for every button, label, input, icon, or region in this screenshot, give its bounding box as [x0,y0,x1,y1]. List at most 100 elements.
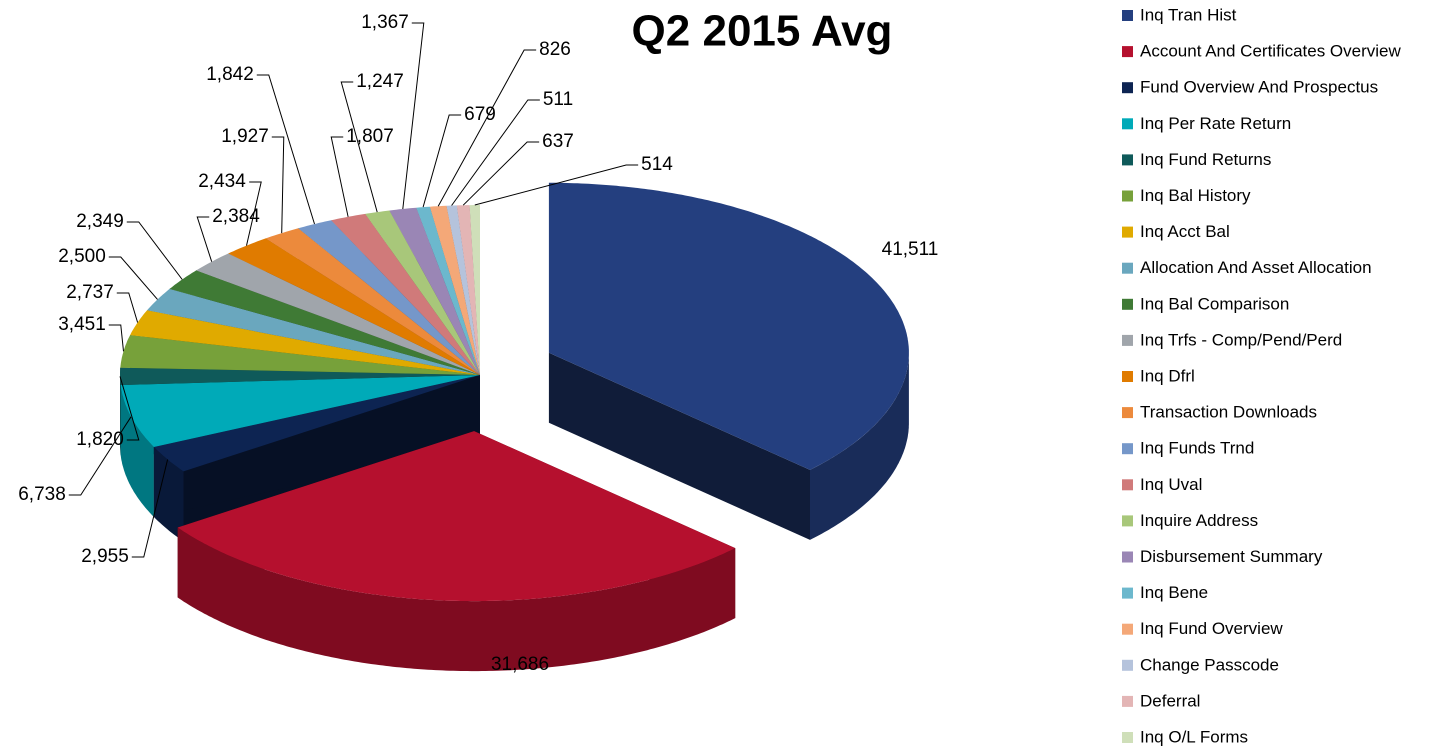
slice [389,207,480,375]
legend-label: Inq Per Rate Return [1140,114,1291,133]
data-label: 1,367 [361,12,409,33]
leader-line [131,459,169,558]
legend-label: Disbursement Summary [1140,547,1323,566]
slice [120,335,481,375]
legend-label: Fund Overview And Prospectus [1140,78,1378,97]
slice [196,253,480,375]
data-label: 41,511 [882,239,939,260]
data-label: 2,500 [58,246,106,267]
data-label: 1,807 [346,126,394,147]
legend-label: Inq Bene [1140,583,1208,602]
legend-swatch [1122,226,1133,238]
chart-title: Q2 2015 Avg [632,7,893,56]
leader-line [474,164,639,206]
legend-label: Inq Bal Comparison [1140,294,1289,313]
legend-swatch [1122,732,1133,743]
legend-label: Deferral [1140,691,1200,710]
slice-wall [120,385,154,517]
legend-swatch [1122,371,1133,382]
slice [177,431,736,602]
data-label: 637 [542,131,574,152]
legend-label: Inq Funds Trnd [1140,439,1254,458]
slice [548,182,909,470]
legend-label: Inq O/L Forms [1140,727,1248,746]
slice [456,205,480,375]
leader-line [119,376,140,441]
data-label: 1,842 [206,64,254,85]
data-label: 1,820 [76,429,124,450]
legend-swatch [1122,659,1133,671]
legend-swatch [1122,443,1133,455]
legend-label: Allocation And Asset Allocation [1140,258,1372,277]
leader-line [116,292,139,323]
slice [153,375,480,472]
legend-swatch [1122,695,1133,707]
slice [169,270,480,375]
legend-swatch [1122,262,1133,274]
slice-side [548,352,810,540]
legend-label: Transaction Downloads [1140,403,1317,422]
legend-label: Inq Fund Overview [1140,619,1283,638]
data-label: 2,434 [198,171,246,192]
slice [446,205,480,375]
legend-label: Change Passcode [1140,655,1279,674]
data-label: 2,737 [66,282,114,303]
slice [469,205,480,375]
legend-swatch [1122,190,1133,202]
legend-label: Inquire Address [1140,511,1258,530]
legend-label: Inq Acct Bal [1140,222,1230,241]
legend-swatch [1122,407,1133,419]
leader-line [108,324,124,352]
leader-line [246,181,262,246]
slice [331,213,480,375]
legend-swatch [1122,479,1133,491]
data-label: 1,247 [356,71,404,92]
data-label: 6,738 [18,484,66,505]
legend-label: Inq Trfs - Comp/Pend/Perd [1140,330,1342,349]
legend-label: Inq Uval [1140,475,1202,494]
leader-line [108,256,158,300]
slice-wall [810,352,909,540]
legend-swatch [1122,118,1133,130]
leader-line [462,141,540,206]
data-label: 514 [641,154,673,175]
slice [120,375,480,447]
legend-label: Inq Tran Hist [1140,5,1237,24]
leader-line [126,221,183,280]
legend-swatch [1122,154,1133,166]
slice [416,206,480,375]
legend-swatch [1122,334,1133,346]
legend-swatch [1122,46,1133,58]
legend-label: Account And Certificates Overview [1140,42,1402,61]
legend-swatch [1122,515,1133,527]
slice-wall [177,527,736,672]
leader-line [68,416,132,496]
leader-line [271,136,285,234]
slice [298,220,480,375]
leader-line [256,74,315,225]
data-label: 826 [539,39,571,60]
legend-label: Inq Dfrl [1140,366,1195,385]
legend-swatch [1122,623,1133,635]
legend-swatch [1122,82,1133,94]
data-label: 31,686 [491,654,549,675]
slice [429,205,480,375]
slice [265,228,480,375]
leader-line [196,216,213,262]
data-label: 2,955 [81,546,129,567]
data-label: 2,384 [212,206,260,227]
legend-swatch [1122,10,1133,21]
slice [228,238,480,375]
slice-wall [153,447,184,542]
legend-label: Inq Fund Returns [1140,150,1271,169]
slice [130,310,480,375]
leader-line [402,22,425,210]
slice [120,367,480,385]
legend-swatch [1122,551,1133,563]
slice-side [153,375,480,517]
leader-line [422,114,462,208]
leader-line [330,136,349,217]
data-label: 511 [543,89,573,110]
slice [365,210,480,375]
